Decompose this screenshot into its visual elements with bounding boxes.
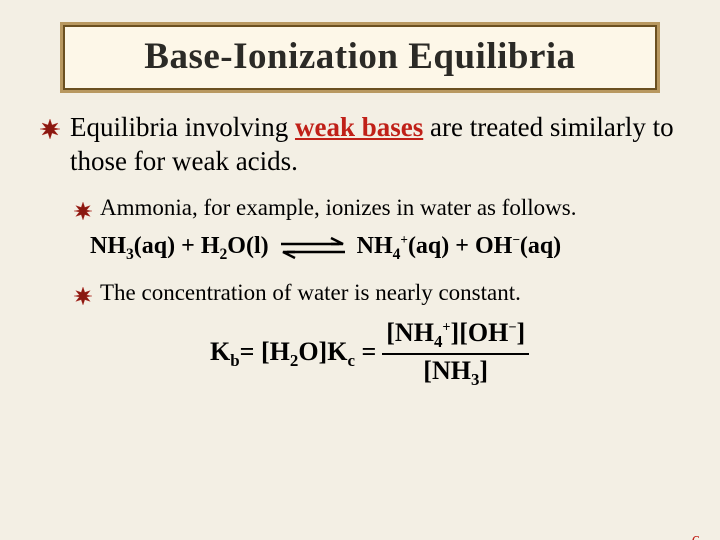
title-frame: Base-Ionization Equilibria xyxy=(60,22,660,93)
equation-ionization: NH3(aq) + H2O(l) NH4+(aq) + OH−(aq) xyxy=(90,232,680,264)
eq-plus: + xyxy=(175,233,201,259)
page-number: 6 xyxy=(692,532,701,540)
bullet-main-pre: Equilibria involving xyxy=(70,112,295,142)
eq-kb-lhs: Kb= [H2O]Kc = xyxy=(210,337,376,371)
eq-nh3: NH3(aq) xyxy=(90,233,175,259)
eq-oh: OH−(aq) xyxy=(475,233,561,259)
bullet-main: Equilibria involving weak bases are trea… xyxy=(70,111,680,179)
slide-title: Base-Ionization Equilibria xyxy=(75,35,645,78)
bullet-main-emph: weak bases xyxy=(295,112,423,142)
bullet-sub2-text: The concentration of water is nearly con… xyxy=(100,280,521,305)
eq-h2o: H2O(l) xyxy=(201,233,269,259)
eq-nh4: NH4+(aq) xyxy=(357,233,450,259)
title-inner: Base-Ionization Equilibria xyxy=(64,26,656,89)
starburst-icon xyxy=(74,198,92,216)
equation-kb: Kb= [H2O]Kc = [NH4+][OH−] [NH3] xyxy=(210,318,680,389)
starburst-icon xyxy=(74,283,92,301)
eq-kb-fraction: [NH4+][OH−] [NH3] xyxy=(382,318,529,389)
eq-kb-denominator: [NH3] xyxy=(419,356,492,390)
eq-kb-numerator: [NH4+][OH−] xyxy=(382,318,529,352)
slide-content: Equilibria involving weak bases are trea… xyxy=(0,111,720,389)
fraction-line xyxy=(382,353,529,355)
starburst-icon xyxy=(40,119,60,139)
bullet-sub1: Ammonia, for example, ionizes in water a… xyxy=(100,193,680,223)
bullet-sub2: The concentration of water is nearly con… xyxy=(100,278,680,308)
bullet-sub1-text: Ammonia, for example, ionizes in water a… xyxy=(100,195,577,220)
eq-plus: + xyxy=(449,233,475,259)
equilibrium-arrow-icon xyxy=(277,236,349,260)
